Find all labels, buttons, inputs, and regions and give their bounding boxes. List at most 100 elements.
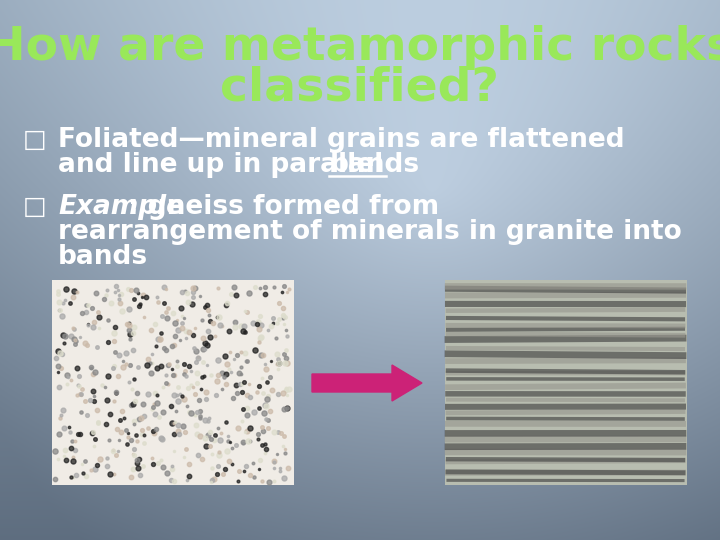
Point	[269, 457, 280, 466]
Point	[253, 325, 265, 333]
Point	[263, 415, 274, 424]
Point	[235, 363, 246, 372]
Point	[107, 446, 119, 455]
Point	[132, 464, 144, 472]
Point	[244, 437, 256, 445]
Point	[123, 326, 135, 334]
Point	[223, 364, 235, 373]
Point	[262, 424, 274, 433]
Point	[133, 414, 145, 423]
Point	[49, 474, 60, 483]
Point	[103, 436, 114, 444]
Point	[150, 425, 161, 434]
Point	[166, 464, 178, 473]
Point	[253, 465, 265, 474]
Point	[268, 319, 279, 327]
Point	[184, 472, 195, 481]
Point	[82, 321, 94, 329]
Point	[131, 389, 143, 397]
Bar	[445, 280, 687, 485]
Point	[72, 430, 84, 438]
Point	[53, 306, 65, 314]
Point	[233, 423, 244, 432]
Point	[102, 454, 113, 463]
Point	[117, 307, 128, 315]
Point	[220, 301, 231, 309]
Point	[60, 295, 71, 304]
Point	[276, 429, 287, 437]
Point	[251, 320, 263, 329]
Point	[131, 459, 143, 468]
Point	[156, 455, 167, 464]
Point	[268, 428, 279, 436]
Point	[237, 416, 248, 425]
Point	[182, 384, 194, 393]
Point	[125, 286, 137, 295]
Point	[189, 390, 201, 399]
Point	[99, 382, 111, 391]
Point	[277, 388, 289, 397]
Point	[55, 414, 66, 423]
Point	[199, 303, 210, 312]
Point	[74, 430, 86, 438]
Point	[268, 314, 279, 323]
Point	[272, 354, 284, 363]
Point	[125, 361, 136, 369]
Point	[58, 423, 69, 432]
Point	[238, 467, 250, 475]
Point	[256, 333, 267, 341]
Point	[269, 282, 280, 291]
Point	[127, 399, 139, 408]
Point	[58, 331, 69, 340]
Point	[53, 347, 64, 356]
Point	[109, 329, 120, 338]
Point	[180, 445, 192, 454]
Point	[236, 387, 248, 396]
Point	[278, 281, 289, 290]
Point	[75, 408, 86, 416]
Point	[52, 287, 63, 295]
Point	[102, 338, 114, 346]
Point	[176, 319, 187, 327]
Point	[66, 436, 77, 445]
Point	[284, 285, 295, 293]
Point	[190, 358, 202, 367]
Point	[129, 417, 140, 426]
Point	[269, 476, 280, 485]
Point	[183, 298, 194, 306]
Point	[212, 284, 224, 293]
Point	[101, 286, 112, 294]
Point	[65, 428, 76, 436]
Point	[98, 294, 109, 303]
Text: and line up in parallel: and line up in parallel	[58, 152, 392, 178]
Point	[161, 469, 173, 477]
Point	[225, 368, 237, 376]
Point	[193, 451, 204, 460]
Point	[277, 314, 289, 322]
Point	[69, 340, 81, 348]
Point	[173, 383, 184, 391]
Point	[166, 402, 177, 410]
Point	[240, 356, 252, 365]
Point	[140, 293, 152, 302]
Point	[220, 352, 231, 361]
Point	[176, 312, 188, 320]
Point	[241, 427, 253, 436]
Point	[226, 460, 238, 469]
Point	[100, 420, 112, 428]
Point	[101, 462, 112, 470]
Point	[108, 470, 120, 478]
Point	[81, 300, 92, 309]
Point	[116, 407, 127, 416]
Point	[86, 428, 97, 437]
Point	[262, 326, 274, 334]
Point	[73, 372, 85, 381]
Point	[132, 363, 144, 372]
Point	[212, 356, 223, 364]
Point	[203, 310, 215, 319]
Point	[125, 473, 137, 482]
Point	[274, 466, 286, 475]
Point	[264, 373, 276, 381]
Point	[85, 465, 96, 474]
Point	[104, 410, 116, 418]
